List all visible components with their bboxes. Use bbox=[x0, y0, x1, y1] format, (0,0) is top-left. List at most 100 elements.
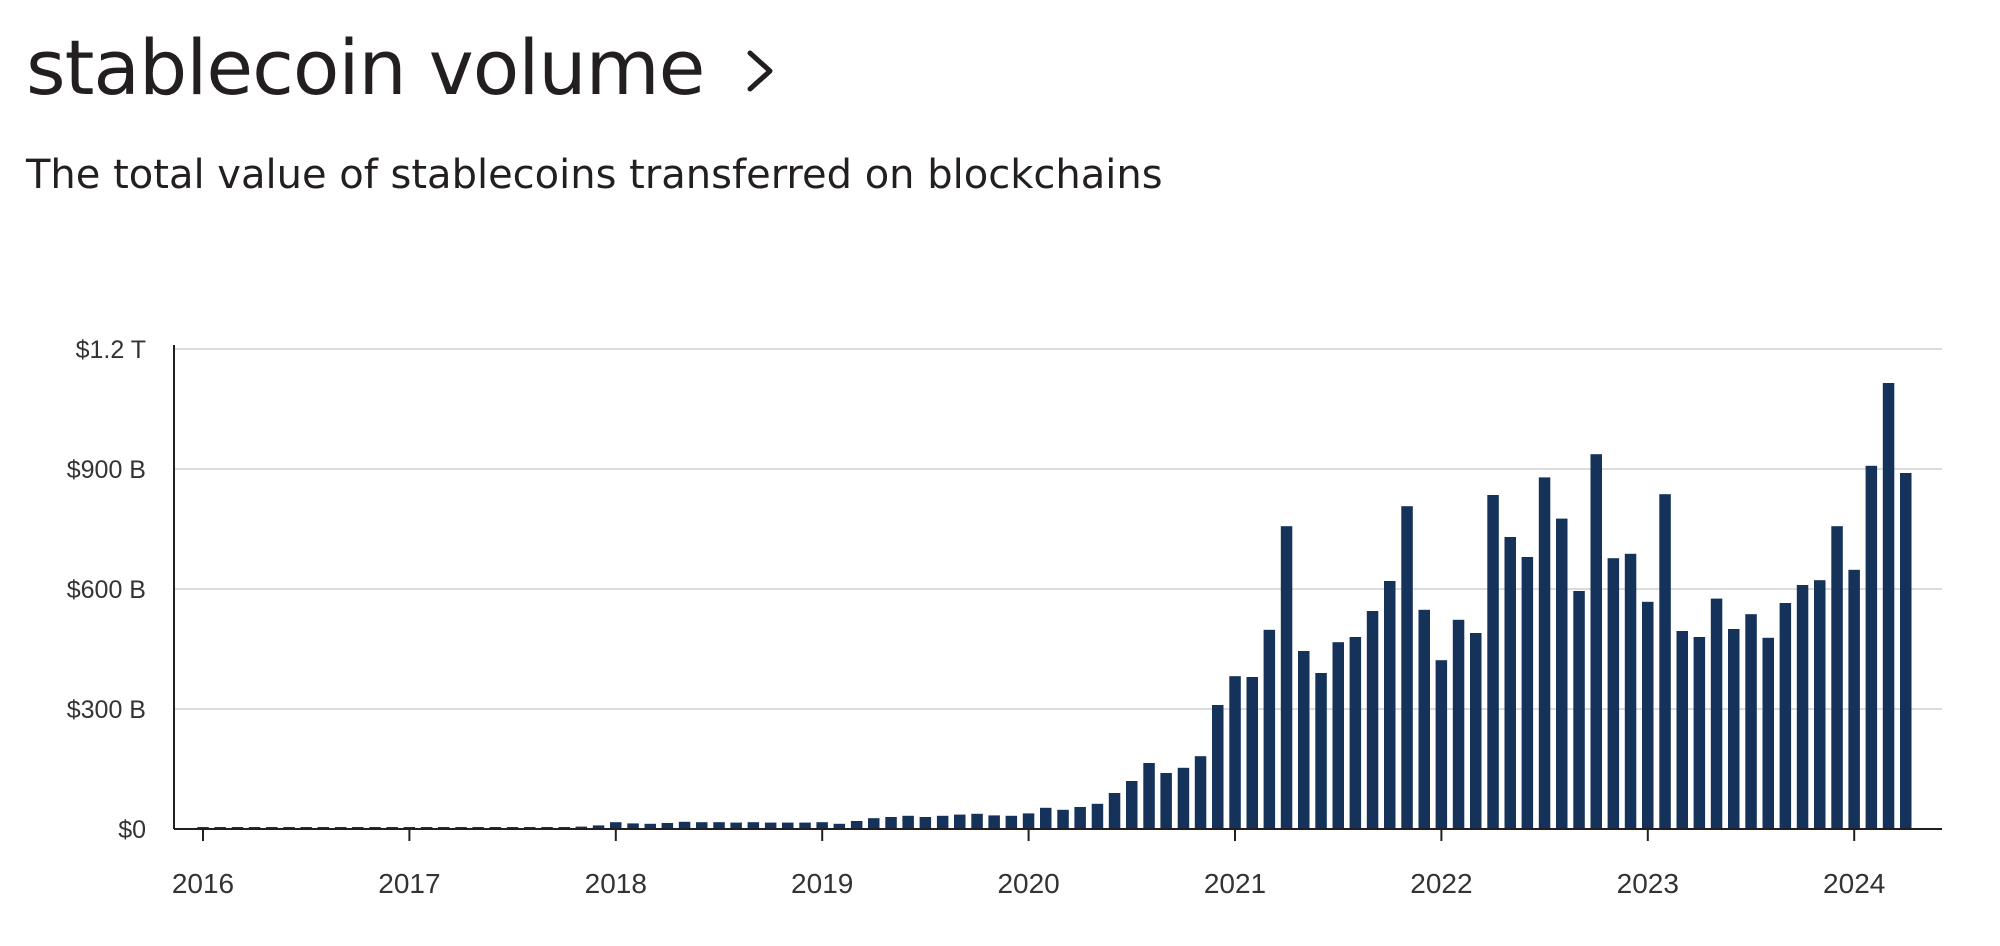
bar bbox=[1108, 793, 1121, 829]
bar bbox=[1556, 518, 1568, 829]
bar bbox=[627, 823, 639, 829]
bar bbox=[1091, 803, 1104, 829]
bar bbox=[1160, 773, 1172, 829]
bar bbox=[1143, 763, 1155, 829]
bar bbox=[1074, 807, 1086, 829]
bar bbox=[1882, 383, 1895, 829]
x-tick-label: 2021 bbox=[1204, 868, 1266, 899]
bar bbox=[1263, 629, 1276, 829]
bar bbox=[610, 822, 622, 829]
bar bbox=[1177, 767, 1190, 829]
bar bbox=[644, 823, 656, 829]
x-tick-label: 2022 bbox=[1410, 868, 1472, 899]
bar bbox=[1384, 581, 1396, 829]
bar bbox=[1848, 569, 1860, 829]
bar bbox=[868, 818, 880, 829]
bar bbox=[1418, 609, 1430, 829]
bar bbox=[1194, 756, 1207, 829]
bar bbox=[1728, 629, 1740, 829]
bar bbox=[850, 821, 863, 829]
bar bbox=[1005, 815, 1018, 829]
bar bbox=[902, 815, 914, 829]
bar bbox=[1814, 580, 1826, 829]
bar bbox=[799, 822, 811, 829]
bar bbox=[782, 822, 794, 829]
y-tick-label: $0 bbox=[118, 816, 146, 844]
chart-header: stablecoin volume bbox=[26, 30, 782, 106]
x-tick-label: 2019 bbox=[791, 868, 853, 899]
bar bbox=[1470, 633, 1482, 829]
bar bbox=[1487, 495, 1499, 829]
x-tick-label: 2024 bbox=[1823, 868, 1885, 899]
bar bbox=[1659, 494, 1671, 829]
bar bbox=[1212, 705, 1224, 829]
y-tick-label: $300 B bbox=[67, 696, 146, 724]
bar bbox=[1590, 454, 1602, 829]
bar bbox=[1126, 781, 1138, 829]
bar bbox=[833, 823, 846, 829]
bars bbox=[197, 383, 1912, 829]
bar bbox=[1607, 558, 1620, 829]
bar bbox=[1246, 677, 1258, 829]
bar bbox=[1057, 809, 1069, 829]
bar bbox=[1452, 619, 1465, 829]
x-tick-label: 2020 bbox=[997, 868, 1059, 899]
bar bbox=[1280, 526, 1293, 829]
bar bbox=[1504, 537, 1516, 829]
bar bbox=[1676, 631, 1688, 829]
bar bbox=[575, 826, 588, 829]
bar bbox=[1401, 506, 1413, 829]
bar bbox=[1865, 465, 1878, 829]
y-axis-ticks: $0 $300 B $600 B $900 B $1.2 T bbox=[67, 336, 146, 844]
bar bbox=[1229, 676, 1241, 829]
bar bbox=[1332, 642, 1344, 829]
chevron-right-icon bbox=[747, 50, 773, 92]
axes bbox=[173, 345, 1942, 830]
bar bbox=[1624, 553, 1637, 829]
bar bbox=[1642, 601, 1654, 829]
bar bbox=[1831, 526, 1843, 829]
bar bbox=[1796, 585, 1809, 829]
bar bbox=[1710, 598, 1723, 829]
bar bbox=[988, 815, 1000, 829]
bar bbox=[1762, 637, 1774, 829]
bar bbox=[592, 825, 605, 829]
bar bbox=[1779, 603, 1792, 829]
bar bbox=[1040, 807, 1052, 829]
y-tick-label: $1.2 T bbox=[76, 336, 146, 364]
chart-title: stablecoin volume bbox=[26, 23, 705, 112]
bar bbox=[1022, 813, 1035, 829]
bar bbox=[1435, 660, 1448, 829]
bar bbox=[764, 822, 777, 829]
x-tick-label: 2016 bbox=[172, 868, 234, 899]
x-tick-label: 2023 bbox=[1617, 868, 1679, 899]
x-tick-label: 2017 bbox=[378, 868, 440, 899]
bar bbox=[1298, 651, 1310, 829]
bar bbox=[1745, 614, 1757, 829]
bar bbox=[1538, 477, 1551, 829]
chart-title-link[interactable]: stablecoin volume bbox=[26, 30, 782, 106]
y-tick-label: $900 B bbox=[67, 456, 146, 484]
chart-subtitle: The total value of stablecoins transferr… bbox=[26, 152, 1163, 198]
bar bbox=[1900, 473, 1912, 829]
bar bbox=[816, 822, 828, 829]
bar bbox=[1315, 673, 1327, 829]
bar bbox=[1573, 591, 1585, 829]
bar bbox=[696, 822, 708, 829]
x-axis-ticks: 2016 2017 2018 2019 2020 2021 2022 2023 2024 bbox=[172, 829, 1885, 899]
bar bbox=[1366, 611, 1379, 829]
x-tick-label: 2018 bbox=[585, 868, 647, 899]
bar bbox=[885, 817, 897, 829]
bar bbox=[1349, 637, 1362, 829]
bar bbox=[678, 821, 691, 829]
bar bbox=[1693, 637, 1706, 829]
bar bbox=[971, 813, 983, 829]
bar bbox=[1521, 557, 1534, 829]
bar bbox=[713, 822, 725, 829]
bar bbox=[730, 822, 742, 829]
bar bbox=[954, 814, 966, 829]
bar bbox=[936, 815, 949, 829]
y-tick-label: $600 B bbox=[67, 576, 146, 604]
bar bbox=[661, 823, 674, 829]
